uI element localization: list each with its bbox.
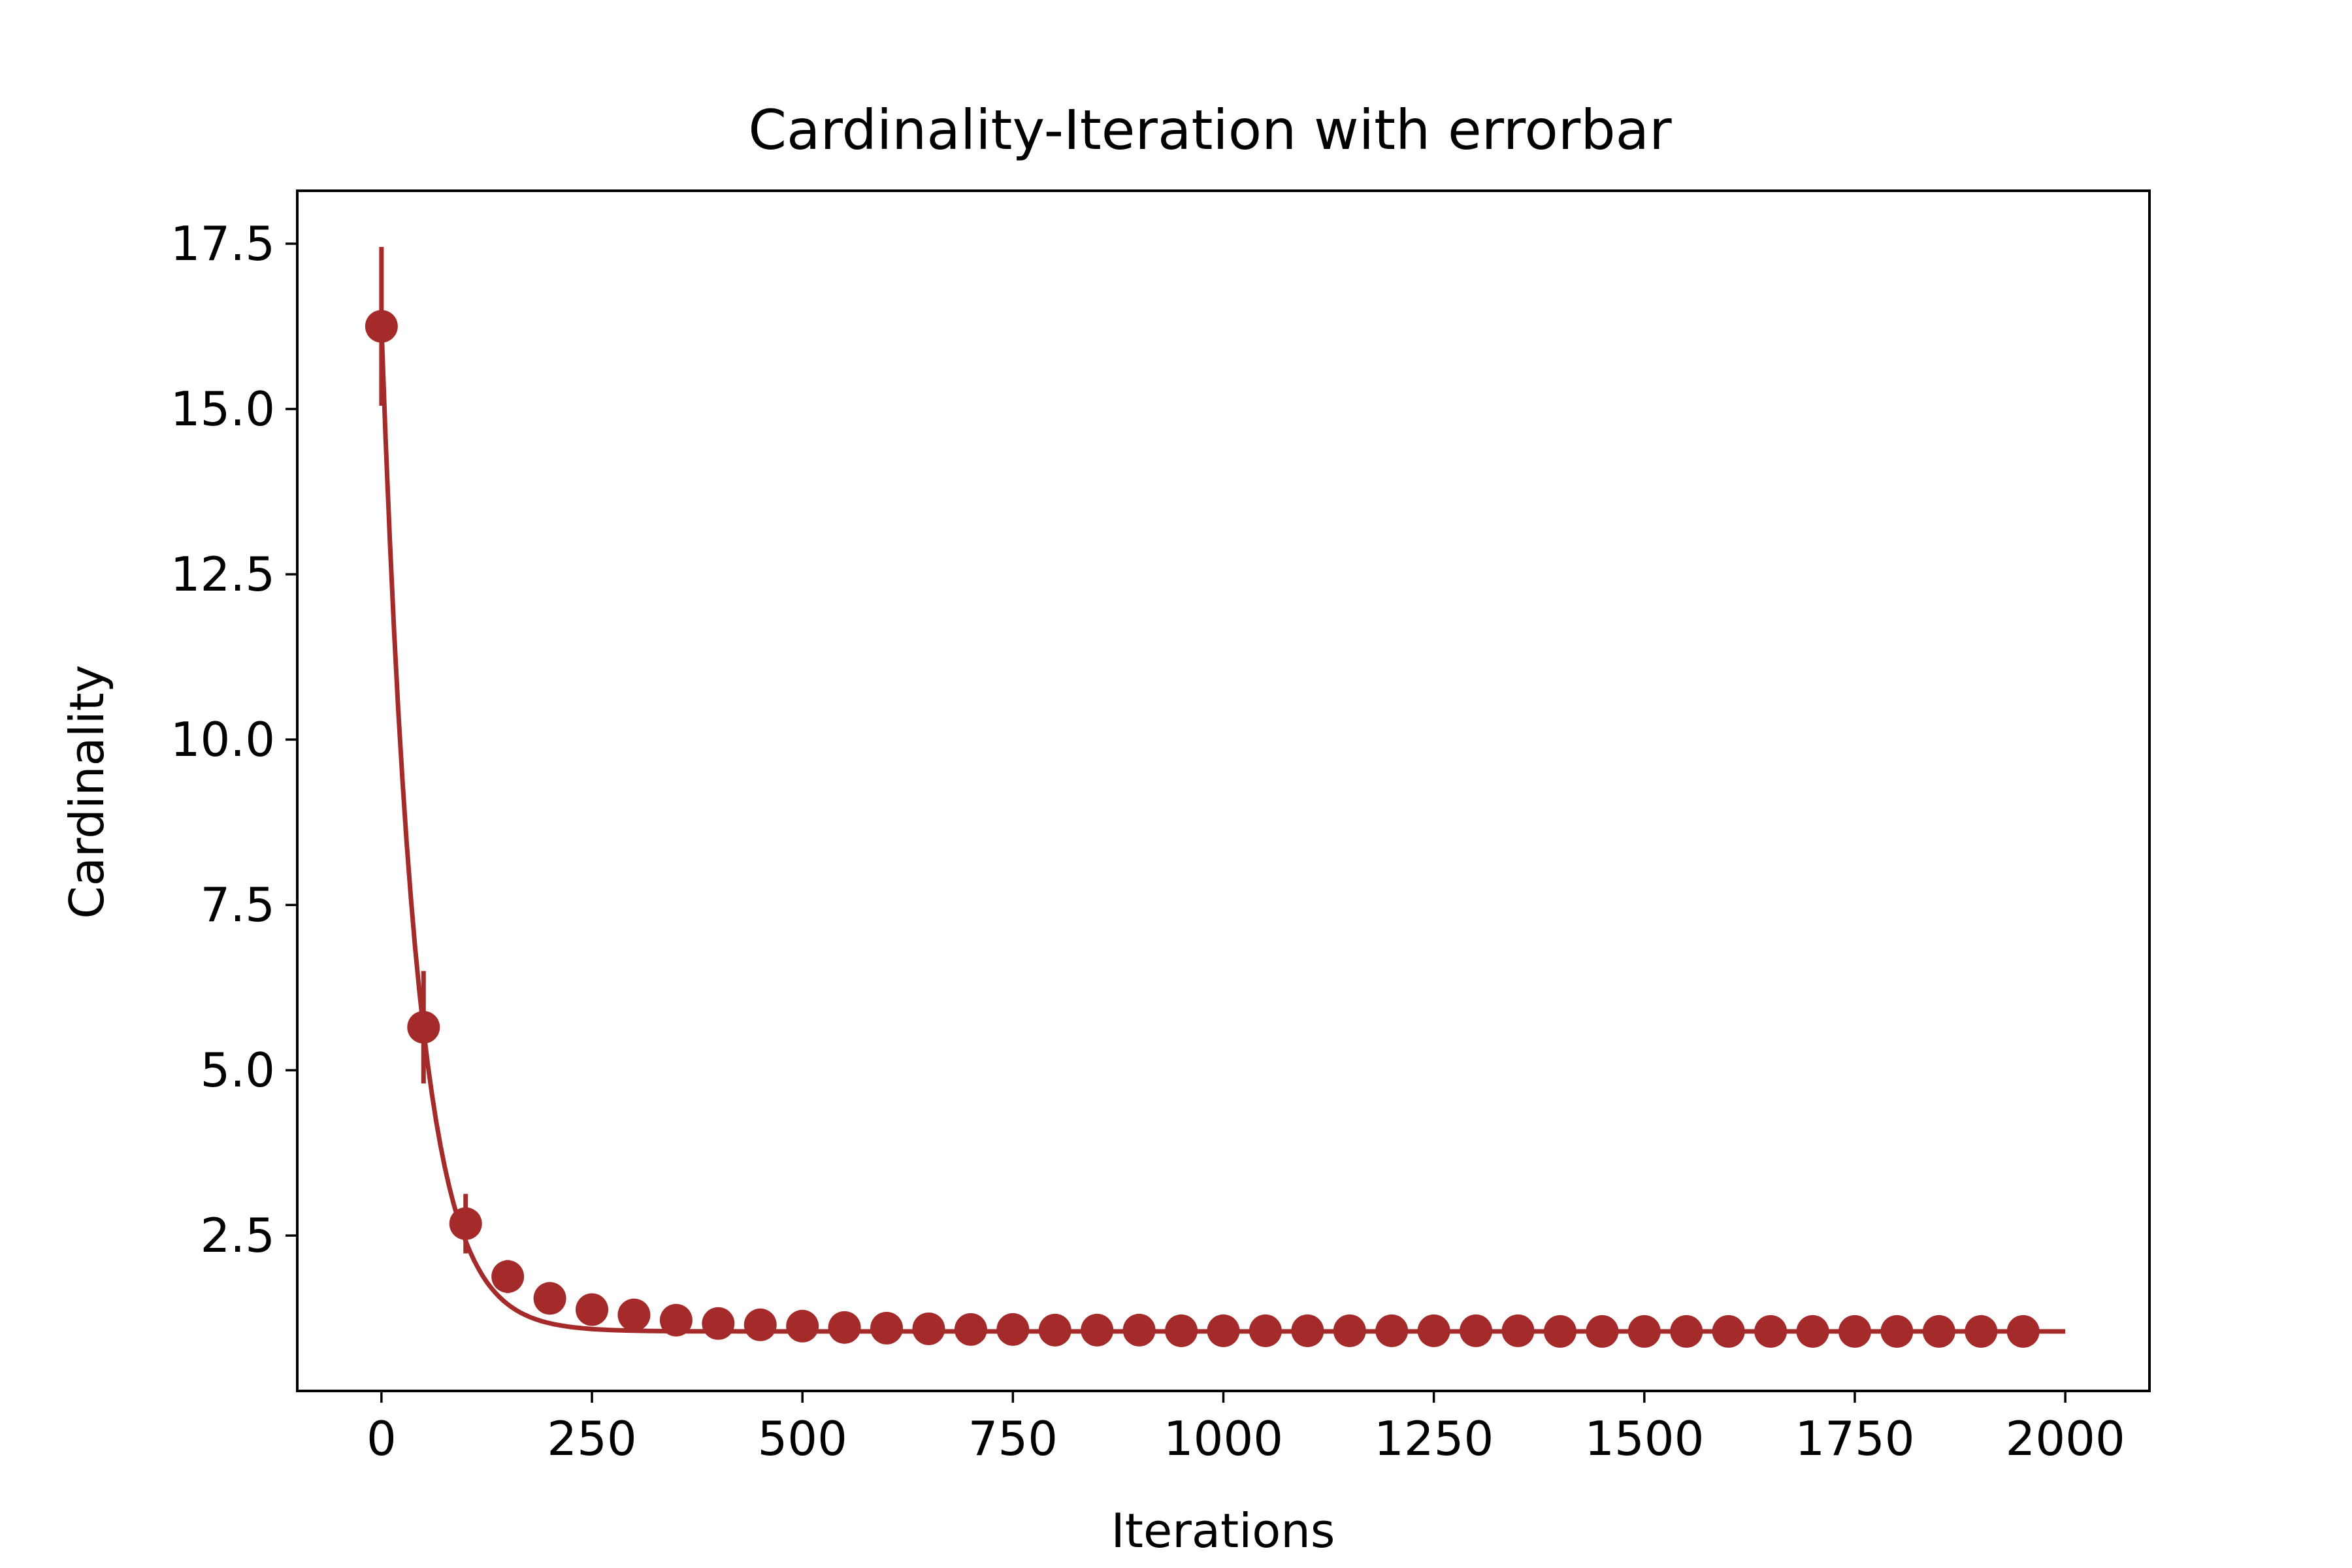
x-tick-label: 750 xyxy=(968,1411,1058,1466)
x-tick-label: 1000 xyxy=(1164,1411,1283,1466)
data-point xyxy=(1291,1314,1324,1347)
data-point xyxy=(786,1309,819,1343)
data-point xyxy=(1670,1315,1703,1348)
x-tick-label: 1500 xyxy=(1584,1411,1704,1466)
data-point xyxy=(702,1307,735,1340)
data-point xyxy=(1627,1315,1661,1348)
data-point xyxy=(491,1260,525,1293)
data-point xyxy=(1249,1314,1282,1347)
data-point xyxy=(1586,1315,1619,1348)
data-point xyxy=(1333,1314,1366,1347)
data-point xyxy=(1165,1314,1198,1347)
chart-title: Cardinality-Iteration with errorbar xyxy=(748,98,1672,162)
data-point xyxy=(1417,1314,1450,1347)
data-point xyxy=(1838,1315,1871,1348)
y-tick-label: 15.0 xyxy=(171,382,275,436)
data-point xyxy=(1038,1313,1071,1347)
x-axis: 0 250 500 750 1000 1250 1500 1750 2000 xyxy=(367,1391,2125,1466)
y-tick-label: 5.0 xyxy=(200,1043,275,1098)
data-point xyxy=(996,1313,1030,1346)
data-point xyxy=(449,1207,482,1240)
data-point xyxy=(912,1312,945,1345)
data-point xyxy=(1460,1314,1493,1347)
data-point xyxy=(1122,1313,1156,1347)
data-point xyxy=(1543,1315,1576,1348)
data-point xyxy=(1207,1314,1240,1347)
data-point xyxy=(1880,1315,1914,1348)
y-tick-label: 10.0 xyxy=(171,712,275,767)
y-tick-label: 12.5 xyxy=(171,547,275,602)
data-point xyxy=(576,1293,609,1326)
x-tick-label: 0 xyxy=(367,1411,397,1466)
data-point xyxy=(2006,1315,2040,1348)
data-point xyxy=(1754,1315,1788,1348)
data-point xyxy=(1501,1314,1535,1347)
y-tick-label: 7.5 xyxy=(200,877,275,932)
data-point xyxy=(1375,1314,1409,1347)
data-point xyxy=(659,1303,693,1337)
x-tick-label: 1250 xyxy=(1374,1411,1494,1466)
plot-area xyxy=(365,247,2066,1348)
data-point xyxy=(1081,1313,1114,1347)
data-point xyxy=(870,1311,904,1345)
data-point xyxy=(743,1308,777,1341)
data-point xyxy=(365,310,398,343)
x-tick-label: 500 xyxy=(757,1411,847,1466)
y-axis: 2.5 5.0 7.5 10.0 12.5 15.0 17.5 xyxy=(171,216,297,1263)
data-point xyxy=(407,1011,440,1044)
x-tick-label: 1750 xyxy=(1795,1411,1914,1466)
data-point xyxy=(617,1298,651,1331)
data-point xyxy=(1796,1315,1829,1348)
data-point xyxy=(1712,1315,1745,1348)
y-axis-label: Cardinality xyxy=(59,664,114,919)
y-tick-label: 17.5 xyxy=(171,216,275,271)
x-tick-label: 250 xyxy=(547,1411,636,1466)
data-point xyxy=(954,1313,987,1346)
x-axis-label: Iterations xyxy=(1111,1503,1335,1558)
data-point xyxy=(1965,1315,1998,1348)
data-point xyxy=(828,1311,861,1344)
y-tick-label: 2.5 xyxy=(200,1208,275,1263)
data-point xyxy=(533,1282,566,1315)
data-point xyxy=(1922,1315,1955,1348)
x-tick-label: 2000 xyxy=(2006,1411,2125,1466)
